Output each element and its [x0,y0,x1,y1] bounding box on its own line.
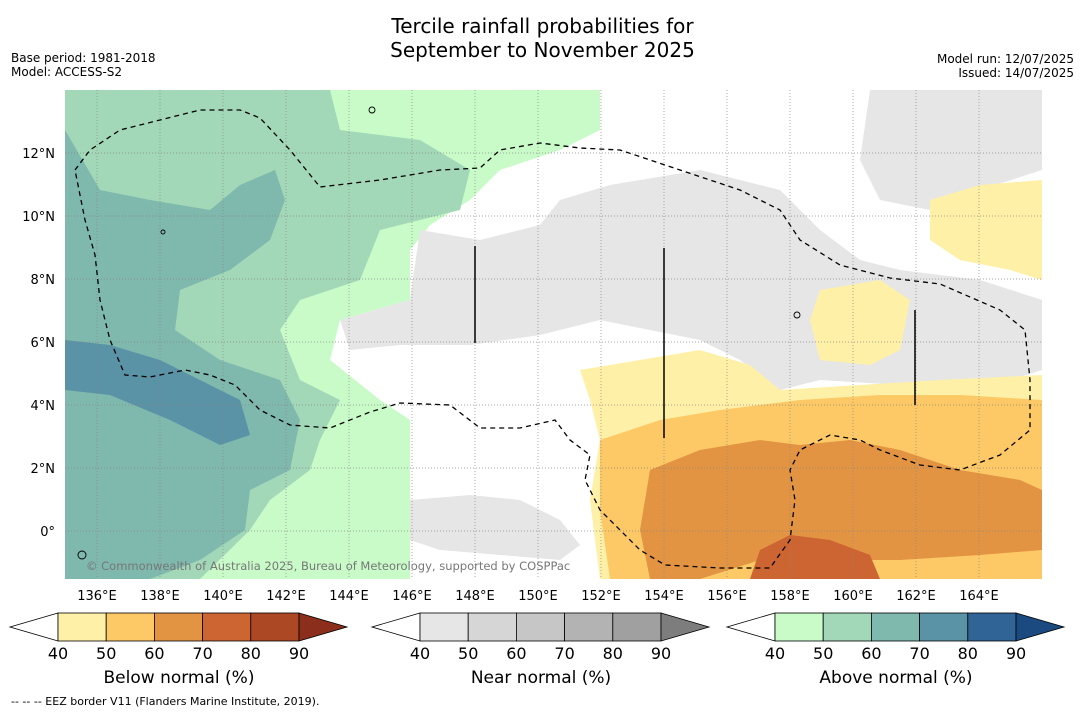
lon-label: 158°E [770,589,810,604]
colorbar-above-tick-label: 60 [861,644,881,663]
colorbar-near-tick-label: 70 [554,644,574,663]
title-line-1: Tercile rainfall probabilities for [391,14,694,38]
issued-date: Issued: 14/07/2025 [958,66,1074,80]
lat-label: 2°N [31,462,56,477]
colorbar-label-below: Below normal (%) [103,668,255,688]
colorbar-below-segment [57,612,107,642]
map-area: © Commonwealth of Australia 2025, Bureau… [65,90,1042,579]
colorbar-above-segment [871,612,921,642]
island-4 [77,550,87,560]
region-above-normal-70 [65,340,250,445]
lon-label: 160°E [833,589,873,604]
colorbar-above-tick-label: 40 [765,644,785,663]
island-3 [160,229,166,235]
lon-label: 144°E [329,589,369,604]
eez-footnote: -- -- -- EEZ border V11 (Flanders Marine… [11,695,320,708]
longitude-labels: 136°E 138°E 140°E 142°E 144°E 146°E 148°… [77,589,999,604]
lon-label: 150°E [518,589,558,604]
colorbar-below-low-extend [8,612,59,642]
region-above-normal-60 [65,130,300,579]
colorbar-below-segment [153,612,203,642]
colorbar-above-tick-label: 50 [813,644,833,663]
colorbar-below-tick-label: 40 [48,644,68,663]
colorbar-above-segment [967,612,1017,642]
lon-label: 152°E [581,589,621,604]
island-2 [793,311,801,319]
colorbar-near-segment [516,612,566,642]
colorbar-near-tick-label: 60 [506,644,526,663]
colorbar-above-high-extend [1015,612,1066,642]
colorbar-above-tick-label: 90 [1006,644,1026,663]
colorbar-above-tick-label: 80 [958,644,978,663]
colorbar-near-high-extend [660,612,711,642]
colorbar-below-tick-label: 80 [241,644,261,663]
region-below-normal-40b [810,280,910,365]
colorbar-near-tick-label: 40 [410,644,430,663]
latitude-labels: 12°N 10°N 8°N 6°N 4°N 2°N 0° [22,147,55,540]
base-period: Base period: 1981-2018 [11,51,156,65]
copyright-watermark: © Commonwealth of Australia 2025, Bureau… [86,559,570,573]
colorbar-near-segment [467,612,517,642]
colorbar-below-tick-label: 50 [96,644,116,663]
colorbar-below-tick-label: 60 [144,644,164,663]
title-line-2: September to November 2025 [390,38,695,62]
colorbar-near-segment [419,612,469,642]
lon-label: 164°E [959,589,999,604]
colorbar-above-segment [774,612,824,642]
model-run: Model run: 12/07/2025 [936,52,1074,66]
lon-label: 138°E [140,589,180,604]
lat-label: 10°N [22,210,55,225]
eez-border-palau-fsm-west [74,109,1031,569]
colorbars: 40 50 60 70 80 90 40 50 60 70 80 90 40 50 60 70 80 90 [8,612,1066,663]
lon-label: 148°E [455,589,495,604]
colorbar-below-tick-label: 70 [192,644,212,663]
lon-label: 146°E [392,589,432,604]
eez-borders [74,109,1031,569]
lon-label: 140°E [203,589,243,604]
region-near-normal-40c [410,495,580,560]
region-below-normal-60 [640,440,1042,579]
lat-label: 6°N [31,336,56,351]
colorbar-below-segment [105,612,155,642]
lat-label: 0° [40,525,55,540]
colorbar-near-tick-label: 80 [603,644,623,663]
colorbar-below-segment [250,612,300,642]
chart-title: Tercile rainfall probabilities for Septe… [0,14,1085,62]
colorbar-below-high-extend [298,612,349,642]
region-low-signal [380,345,600,440]
meta-right: Model run: 12/07/2025 Issued: 14/07/2025 [937,52,1074,80]
islands [77,106,801,560]
colorbar-label-near: Near normal (%) [470,668,612,688]
lon-label: 162°E [896,589,936,604]
colorbar-above-tick-label: 70 [909,644,929,663]
region-below-normal-70 [750,535,880,579]
model-name: Model: ACCESS-S2 [11,65,123,79]
colorbar-above-segment [919,612,969,642]
colorbar-near-segment [612,612,662,642]
graticule [65,90,1042,579]
island-1 [368,106,376,114]
colorbar-below-tick-label: 90 [289,644,309,663]
colorbar-above-segment [822,612,872,642]
colorbar-above-low-extend [725,612,776,642]
colorbar-label-above: Above normal (%) [819,668,973,688]
meta-left: Base period: 1981-2018 Model: ACCESS-S2 [11,51,156,79]
lon-label: 136°E [77,589,117,604]
colorbar-near-low-extend [370,612,421,642]
lat-label: 8°N [31,273,56,288]
lon-label: 156°E [707,589,747,604]
lat-label: 4°N [31,399,56,414]
lat-label: 12°N [22,147,55,162]
colorbar-near-tick-label: 50 [458,644,478,663]
colorbar-near-tick-label: 90 [651,644,671,663]
colorbar-below-segment [202,612,252,642]
region-near-normal-40b [860,90,1042,210]
eez-separators [474,246,916,438]
lon-label: 142°E [266,589,306,604]
lon-label: 154°E [644,589,684,604]
region-below-normal-40c [930,180,1042,280]
colorbar-near-segment [564,612,614,642]
